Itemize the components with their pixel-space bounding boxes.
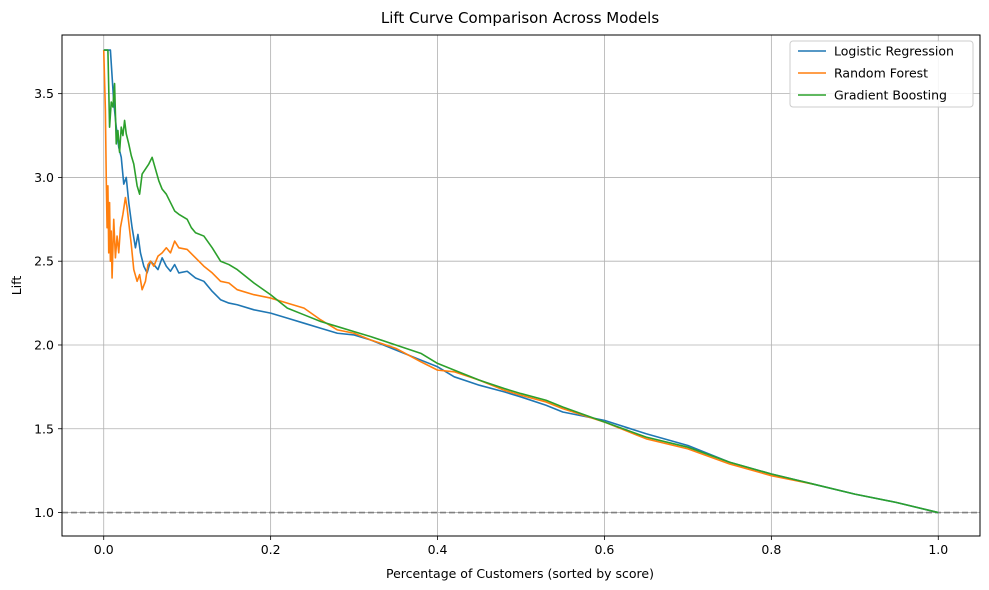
x-tick-label: 1.0 — [928, 542, 948, 557]
y-tick-label: 1.5 — [34, 421, 54, 436]
chart-title: Lift Curve Comparison Across Models — [381, 9, 659, 27]
y-tick-label: 2.5 — [34, 254, 54, 269]
legend-label: Logistic Regression — [834, 44, 954, 59]
y-tick-label: 2.0 — [34, 337, 54, 352]
x-tick-label: 0.8 — [761, 542, 781, 557]
series-line-logistic-regression — [103, 49, 939, 514]
x-tick-label: 0.2 — [261, 542, 281, 557]
series-line-gradient-boosting — [103, 49, 939, 514]
x-tick-label: 0.4 — [428, 542, 448, 557]
y-tick-label: 3.5 — [34, 86, 54, 101]
x-axis-label: Percentage of Customers (sorted by score… — [386, 566, 654, 581]
legend-label: Random Forest — [834, 66, 928, 81]
legend: Logistic Regression Random Forest Gradient… — [789, 40, 974, 108]
legend-box — [789, 40, 974, 108]
axis-ticks: 0.0 0.2 0.4 0.6 0.8 1.0 1.0 1.5 2.0 2.5 3.0 3.5 — [34, 86, 948, 557]
legend-label: Gradient Boosting — [834, 88, 947, 103]
x-tick-label: 0.0 — [94, 542, 114, 557]
y-axis-label: Lift — [9, 276, 24, 296]
plot-frame — [61, 34, 981, 537]
y-tick-label: 1.0 — [34, 505, 54, 520]
y-tick-label: 3.0 — [34, 170, 54, 185]
x-tick-label: 0.6 — [595, 542, 615, 557]
series-lines — [102, 49, 939, 514]
